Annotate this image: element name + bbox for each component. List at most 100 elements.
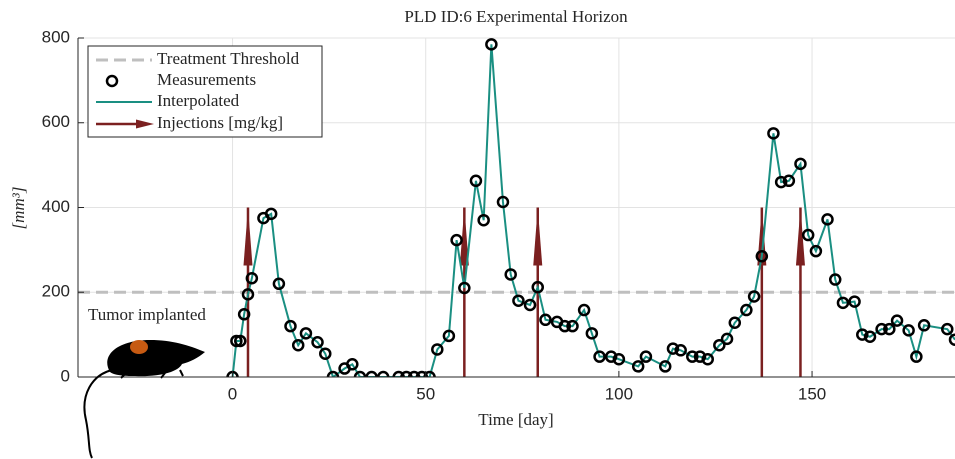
measurement-point	[237, 308, 251, 321]
legend: Treatment Threshold Measurements Interpola…	[87, 45, 323, 138]
measurement-point	[230, 334, 243, 348]
measurement-point	[504, 268, 517, 281]
measurement-point	[566, 319, 579, 333]
measurement-point	[245, 272, 259, 285]
measurement-point	[720, 332, 734, 346]
measurement-point	[485, 38, 498, 51]
measurement-point	[701, 352, 714, 366]
measurement-point	[365, 370, 378, 377]
measurement-point	[577, 303, 591, 317]
measurement-point	[713, 338, 726, 352]
measurement-point	[523, 298, 537, 312]
y-tick-label: 400	[42, 197, 70, 216]
mouse-icon	[83, 340, 205, 459]
measurement-point	[755, 249, 769, 263]
measurement-point	[883, 322, 896, 336]
measurement-point	[856, 328, 869, 341]
y-tick-label: 800	[42, 27, 70, 46]
measurement-point	[241, 288, 255, 301]
measurement-point	[674, 344, 687, 357]
measurement-point	[612, 352, 626, 366]
measurement-point	[593, 350, 606, 363]
x-tick-label: 50	[416, 384, 435, 403]
measurement-point	[376, 370, 390, 377]
measurement-point	[311, 336, 324, 349]
measurement-point	[747, 290, 761, 303]
measurement-point	[585, 327, 599, 340]
measurement-point	[407, 370, 421, 377]
measurement-point	[458, 281, 471, 295]
injection-head	[459, 207, 469, 266]
legend-swatch	[136, 119, 154, 129]
chart-title: PLD ID:6 Experimental Horizon	[404, 7, 628, 26]
measurement-point	[299, 327, 313, 340]
measurement-point	[392, 370, 405, 377]
measurement-point	[821, 213, 834, 226]
measurement-point	[794, 157, 807, 171]
annotation: Tumor implanted	[88, 305, 206, 324]
measurement-point	[639, 350, 653, 363]
injection-head	[243, 207, 253, 266]
y-tick-label: 200	[42, 282, 70, 301]
measurement-point	[666, 342, 680, 355]
measurement-point	[346, 358, 359, 371]
measurement-point	[469, 174, 483, 188]
measurement-point	[801, 228, 815, 242]
measurement-point	[828, 273, 842, 286]
legend-label: Measurements	[157, 70, 256, 89]
measurement-point	[234, 334, 247, 348]
measurement-point	[809, 244, 823, 258]
measurement-point	[910, 350, 923, 363]
measurement-point	[415, 370, 429, 377]
measurement-point	[431, 343, 444, 356]
measurement-point	[767, 127, 780, 140]
measurement-point	[902, 324, 915, 337]
measurement-point	[423, 370, 436, 377]
measurement-point	[941, 322, 954, 336]
y-tick-label: 0	[61, 366, 70, 385]
measurement-point	[658, 360, 672, 373]
measurement-point	[531, 280, 544, 294]
legend-swatch	[105, 74, 119, 88]
measurement-point	[782, 174, 796, 188]
injection-head	[795, 207, 805, 266]
measurement-point	[477, 213, 490, 227]
legend-box	[87, 45, 323, 138]
measurement-point	[442, 329, 456, 343]
measurement-point	[400, 370, 413, 377]
measurement-point	[948, 333, 955, 346]
x-tick-label: 150	[798, 384, 826, 403]
measurement-point	[291, 338, 305, 352]
legend-label: Interpolated	[157, 91, 240, 110]
measurement-point	[863, 330, 877, 343]
measurement-point	[512, 294, 525, 307]
legend-label: Injections [mg/kg]	[157, 113, 283, 132]
measurement-point	[264, 207, 278, 221]
measurement-point	[631, 360, 645, 373]
measurement-point	[272, 277, 286, 291]
measurement-point	[693, 350, 707, 363]
y-axis-label: [mm³]	[9, 187, 28, 230]
measurement-point	[353, 370, 367, 377]
measurement-point	[326, 370, 340, 377]
measurement-point	[284, 319, 297, 333]
legend-label: Treatment Threshold	[157, 49, 300, 68]
y-tick-label: 600	[42, 112, 70, 131]
x-tick-label: 0	[228, 384, 237, 403]
measurement-point	[774, 175, 788, 189]
measurement-point	[740, 303, 753, 317]
measurement-point	[604, 350, 618, 363]
measurement-point	[450, 233, 463, 247]
measurement-point	[686, 350, 699, 363]
measurement-point	[836, 296, 850, 310]
x-axis-label: Time [day]	[478, 410, 553, 429]
x-tick-label: 100	[605, 384, 633, 403]
injection-arrow	[795, 207, 805, 377]
measurement-point	[890, 314, 904, 327]
measurement-point	[558, 319, 572, 333]
injection-head	[533, 207, 543, 266]
measurement-point	[728, 316, 742, 330]
measurement-point	[875, 322, 888, 336]
measurement-point	[319, 347, 332, 360]
